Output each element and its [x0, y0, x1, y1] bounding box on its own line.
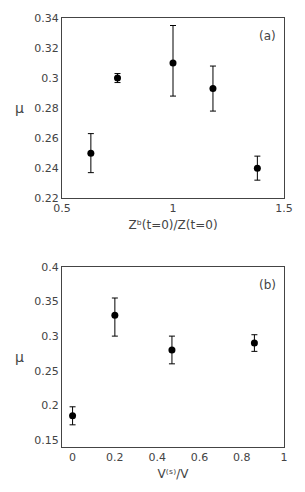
svg-text:0.26: 0.26	[34, 132, 59, 145]
svg-text:0: 0	[69, 451, 76, 464]
svg-text:0.3: 0.3	[41, 330, 59, 343]
svg-text:0.35: 0.35	[34, 295, 59, 308]
svg-text:0.3: 0.3	[41, 72, 59, 85]
svg-text:Zᵇ(t=0)/Z(t=0): Zᵇ(t=0)/Z(t=0)	[128, 218, 217, 232]
svg-text:μ: μ	[15, 349, 24, 365]
svg-text:(b): (b)	[259, 278, 276, 292]
svg-text:V⁽ˢ⁾/V: V⁽ˢ⁾/V	[158, 467, 190, 481]
svg-text:μ: μ	[15, 100, 24, 116]
svg-text:0.5: 0.5	[53, 202, 71, 215]
svg-text:0.4: 0.4	[148, 451, 166, 464]
svg-text:1.5: 1.5	[275, 202, 293, 215]
svg-text:0.8: 0.8	[233, 451, 251, 464]
svg-text:0.22: 0.22	[34, 192, 59, 205]
svg-text:0.32: 0.32	[34, 42, 59, 55]
svg-text:(a): (a)	[259, 29, 276, 43]
svg-text:0.6: 0.6	[191, 451, 209, 464]
svg-text:0.4: 0.4	[41, 261, 59, 274]
svg-text:1: 1	[170, 202, 177, 215]
svg-text:0.24: 0.24	[34, 162, 59, 175]
svg-text:0.34: 0.34	[34, 12, 59, 25]
svg-text:0.2: 0.2	[41, 399, 59, 412]
svg-text:1: 1	[281, 451, 288, 464]
svg-text:0.28: 0.28	[34, 102, 59, 115]
svg-text:0.15: 0.15	[34, 434, 59, 447]
svg-text:0.2: 0.2	[106, 451, 124, 464]
svg-text:0.25: 0.25	[34, 365, 59, 378]
